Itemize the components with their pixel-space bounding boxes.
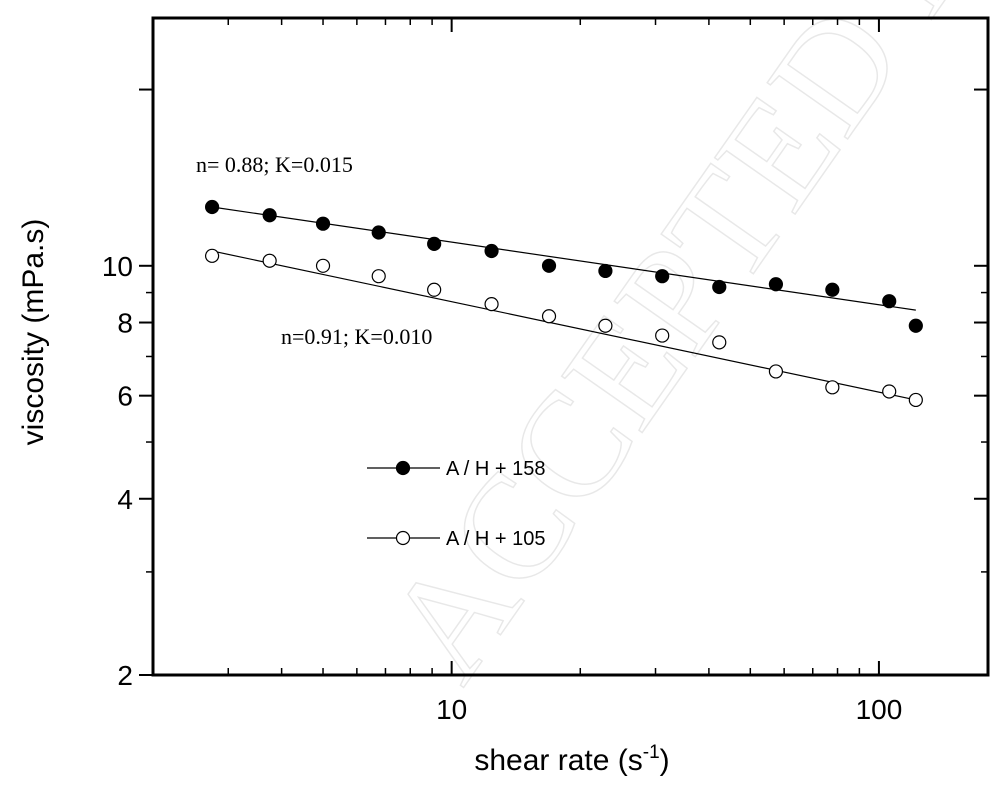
data-point-series-2 xyxy=(427,282,442,297)
data-point-series-1 xyxy=(825,282,840,297)
x-tick-label-10: 10 xyxy=(436,694,467,725)
data-point-series-1 xyxy=(768,277,784,292)
data-point-series-2 xyxy=(371,269,386,284)
data-point-series-2 xyxy=(908,392,923,408)
data-point-series-2 xyxy=(541,309,557,324)
y-tick-label-6: 6 xyxy=(117,381,133,412)
x-tick-label-100: 100 xyxy=(856,694,903,725)
watermark: ACCEPTED MANUS xyxy=(353,0,990,708)
data-point-series-1 xyxy=(315,216,331,231)
plot-frame xyxy=(151,16,990,677)
y-tick-label-4: 4 xyxy=(117,484,133,515)
y-tick-label-10: 10 xyxy=(102,251,133,282)
data-point-series-2 xyxy=(768,364,784,379)
data-point-series-1 xyxy=(204,199,220,215)
data-point-series-2 xyxy=(712,335,727,350)
data-point-series-2 xyxy=(598,318,613,333)
axis-ticks xyxy=(139,18,988,676)
data-point-series-2 xyxy=(204,248,220,263)
data-point-series-1 xyxy=(908,318,923,333)
legend: A / H + 158 A / H + 105 xyxy=(367,458,546,550)
data-point-series-1 xyxy=(882,294,897,309)
data-point-series-1 xyxy=(655,269,670,284)
data-point-series-2 xyxy=(655,328,670,343)
y-tick-label-8: 8 xyxy=(117,308,133,339)
data-point-series-1 xyxy=(371,225,386,240)
data-point-series-2 xyxy=(484,297,499,312)
legend-marker-open-circle xyxy=(395,530,411,546)
x-axis-title-superscript: -1 xyxy=(643,742,660,763)
data-point-series-1 xyxy=(541,258,557,273)
data-point-series-1 xyxy=(427,236,442,251)
y-tick-label-2: 2 xyxy=(117,660,133,691)
data-point-series-2 xyxy=(882,384,897,399)
data-points xyxy=(204,199,923,408)
legend-marker-filled-circle xyxy=(395,460,411,476)
data-point-series-1 xyxy=(598,263,613,279)
data-point-series-1 xyxy=(262,208,277,223)
annotation-series-1: n= 0.88; K=0.015 xyxy=(196,152,353,177)
annotation-series-2: n=0.91; K=0.010 xyxy=(281,324,432,349)
data-point-series-1 xyxy=(484,243,499,259)
legend-label-series-1: A / H + 158 xyxy=(446,458,546,480)
data-point-series-1 xyxy=(712,279,727,295)
data-point-series-2 xyxy=(315,258,331,273)
y-axis-title: viscosity (mPa.s) xyxy=(17,219,50,446)
data-point-series-2 xyxy=(825,380,840,395)
data-point-series-2 xyxy=(262,253,277,268)
x-axis-title: shear rate (s-1) xyxy=(474,742,669,777)
legend-label-series-2: A / H + 105 xyxy=(446,528,546,550)
fit-line-series-2 xyxy=(211,250,916,401)
svg-text:ACCEPTED MANUS: ACCEPTED MANUS xyxy=(354,0,990,708)
